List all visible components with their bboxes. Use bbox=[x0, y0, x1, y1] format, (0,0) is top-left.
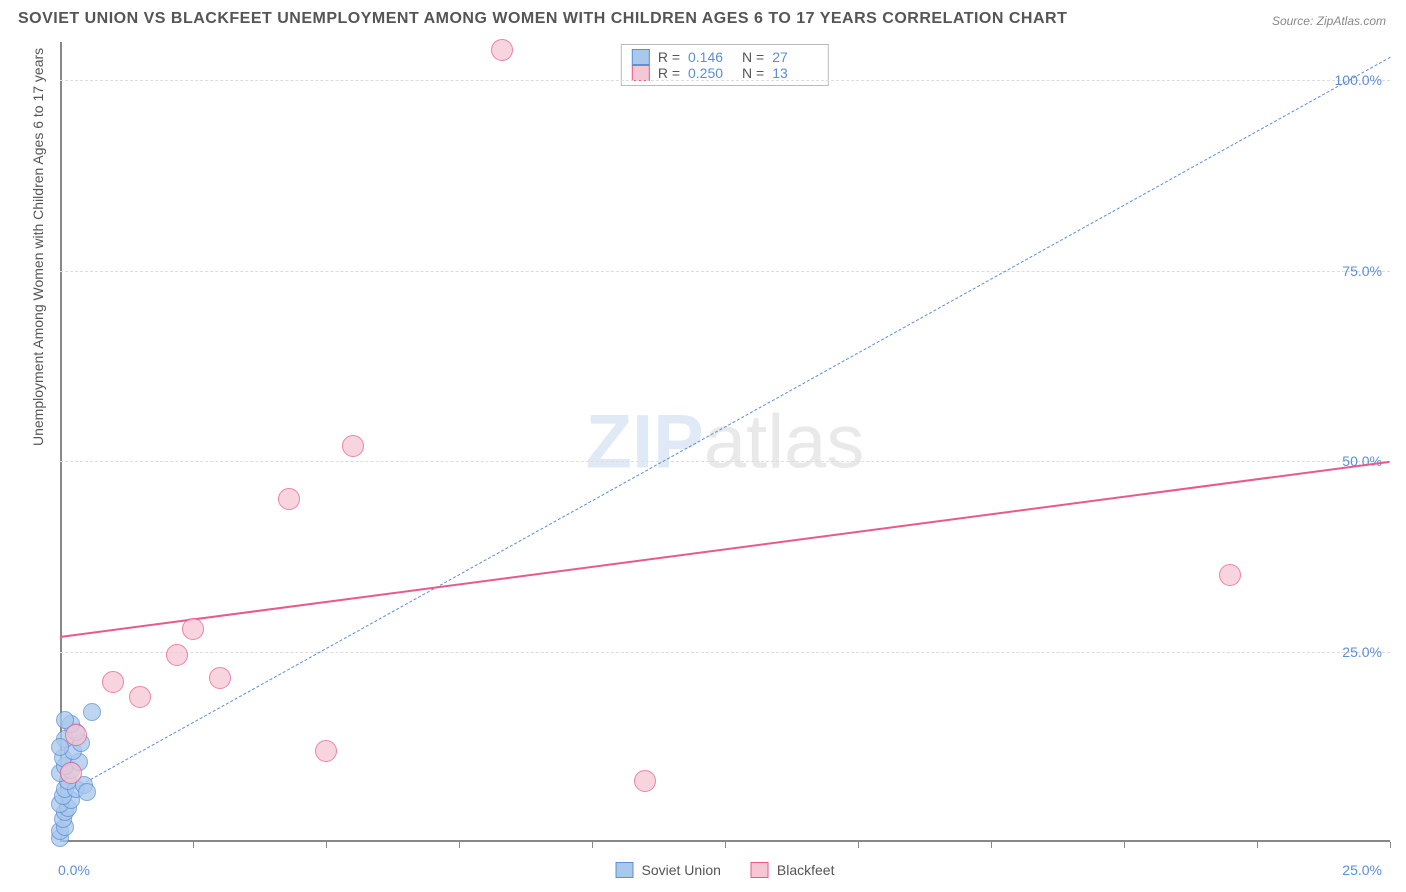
y-tick-label: 75.0% bbox=[1342, 263, 1382, 279]
data-point bbox=[60, 762, 82, 784]
source-label: Source: ZipAtlas.com bbox=[1272, 14, 1386, 28]
x-tick bbox=[1390, 842, 1391, 848]
x-tick bbox=[858, 842, 859, 848]
data-point bbox=[129, 686, 151, 708]
gridline-h bbox=[60, 271, 1390, 272]
legend-item-blackfeet: Blackfeet bbox=[751, 862, 835, 878]
plot-area: ZIPatlas R = 0.146 N = 27 R = 0.250 N = … bbox=[60, 42, 1390, 842]
r-value-2: 0.250 bbox=[688, 65, 734, 81]
legend: Soviet Union Blackfeet bbox=[616, 862, 835, 878]
n-value-1: 27 bbox=[772, 49, 818, 65]
x-tick bbox=[1124, 842, 1125, 848]
watermark: ZIPatlas bbox=[586, 399, 865, 486]
x-tick bbox=[193, 842, 194, 848]
y-axis-label: Unemployment Among Women with Children A… bbox=[30, 48, 46, 446]
data-point bbox=[209, 667, 231, 689]
x-tick bbox=[725, 842, 726, 848]
data-point bbox=[83, 703, 101, 721]
data-point bbox=[78, 783, 96, 801]
watermark-atlas: atlas bbox=[704, 400, 865, 485]
n-value-2: 13 bbox=[772, 65, 818, 81]
trend-line bbox=[60, 57, 1390, 797]
r-value-1: 0.146 bbox=[688, 49, 734, 65]
y-tick-label: 25.0% bbox=[1342, 644, 1382, 660]
legend-swatch-blackfeet bbox=[751, 862, 769, 878]
data-point bbox=[342, 435, 364, 457]
data-point bbox=[182, 618, 204, 640]
legend-swatch-soviet bbox=[616, 862, 634, 878]
x-tick-label-origin: 0.0% bbox=[58, 862, 90, 878]
x-tick bbox=[592, 842, 593, 848]
r-label-1: R = bbox=[658, 49, 680, 65]
swatch-blackfeet bbox=[632, 65, 650, 81]
x-tick bbox=[326, 842, 327, 848]
stats-row-2: R = 0.250 N = 13 bbox=[632, 65, 818, 81]
x-tick bbox=[991, 842, 992, 848]
stats-row-1: R = 0.146 N = 27 bbox=[632, 49, 818, 65]
chart-title: SOVIET UNION VS BLACKFEET UNEMPLOYMENT A… bbox=[18, 10, 1067, 28]
data-point bbox=[491, 39, 513, 61]
gridline-h bbox=[60, 652, 1390, 653]
x-tick bbox=[459, 842, 460, 848]
data-point bbox=[166, 644, 188, 666]
x-tick-label-max: 25.0% bbox=[1342, 862, 1382, 878]
legend-label-soviet: Soviet Union bbox=[642, 862, 721, 878]
legend-item-soviet: Soviet Union bbox=[616, 862, 721, 878]
data-point bbox=[278, 488, 300, 510]
data-point bbox=[315, 740, 337, 762]
data-point bbox=[1219, 564, 1241, 586]
data-point bbox=[102, 671, 124, 693]
gridline-h bbox=[60, 461, 1390, 462]
swatch-soviet bbox=[632, 49, 650, 65]
x-tick bbox=[1257, 842, 1258, 848]
r-label-2: R = bbox=[658, 65, 680, 81]
n-label-1: N = bbox=[742, 49, 764, 65]
legend-label-blackfeet: Blackfeet bbox=[777, 862, 835, 878]
data-point bbox=[634, 770, 656, 792]
gridline-h bbox=[60, 80, 1390, 81]
trend-line bbox=[60, 461, 1390, 638]
data-point bbox=[65, 724, 87, 746]
n-label-2: N = bbox=[742, 65, 764, 81]
